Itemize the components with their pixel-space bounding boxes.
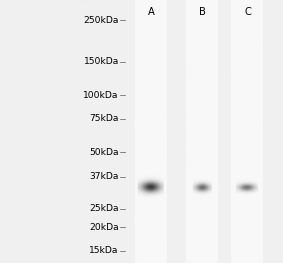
Text: 37kDa: 37kDa: [89, 172, 119, 181]
Text: 250kDa: 250kDa: [83, 16, 119, 25]
Text: 50kDa: 50kDa: [89, 148, 119, 157]
Text: 100kDa: 100kDa: [83, 91, 119, 100]
Text: 75kDa: 75kDa: [89, 114, 119, 123]
Text: C: C: [244, 7, 251, 17]
Text: 20kDa: 20kDa: [89, 223, 119, 232]
Text: 15kDa: 15kDa: [89, 246, 119, 255]
Text: B: B: [199, 7, 206, 17]
Text: 25kDa: 25kDa: [89, 204, 119, 213]
Text: A: A: [148, 7, 155, 17]
Text: 150kDa: 150kDa: [83, 57, 119, 67]
